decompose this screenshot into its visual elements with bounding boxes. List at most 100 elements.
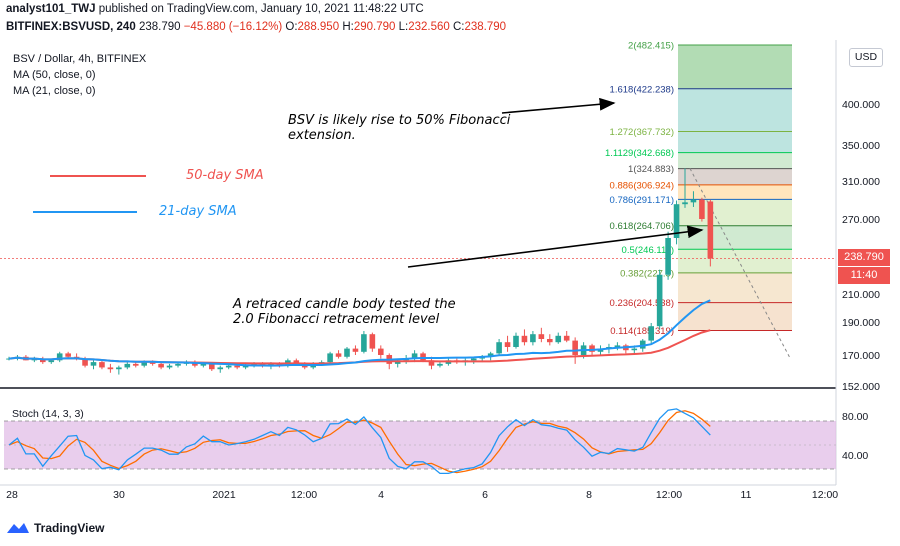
bar-countdown: 11:40 [838,267,890,284]
candle [682,168,688,208]
candle-body [707,201,714,259]
candle [707,199,714,267]
candle-body [40,358,46,363]
stoch-level-40: 40.00 [842,450,869,462]
candle-body [327,353,333,363]
candle-body [225,365,232,368]
high-value: 290.790 [353,21,396,33]
candle [538,327,545,343]
ma21-line [8,299,711,367]
candle [521,329,528,346]
fib-level-label: 1.618(422.238) [610,84,674,95]
fib-zone [678,302,792,331]
candle [437,362,443,368]
candle-body [158,363,164,368]
annotation-top-line1: BSV is likely rise to 50% Fibonacci [288,113,511,128]
author-name[interactable]: analyst101_TWJ [6,3,96,15]
price-label: 152.000 [842,381,880,393]
candle-body [209,363,215,370]
candle-body [614,345,621,347]
currency-button[interactable]: USD [849,48,883,67]
candle [673,200,680,245]
price-label: 210.000 [842,289,880,301]
candle-body [369,334,376,349]
candle [352,345,359,355]
candle-body [200,363,207,366]
candle [40,356,46,364]
candle [107,363,114,373]
candle [530,331,536,346]
time-label: 8 [586,489,592,501]
candle-body [99,362,105,368]
time-label: 12:00 [811,489,839,501]
candle-body [437,363,443,366]
tradingview-logo[interactable]: TradingView [6,521,104,535]
candle-body [344,348,350,357]
candle [327,351,333,364]
candle-body [149,362,156,364]
ma50-line [8,329,711,365]
candle-body [521,335,528,343]
candle-body [116,367,122,370]
candle [547,334,553,346]
candle [344,347,350,359]
fib-level-label: 1.272(367.732) [610,127,674,138]
fib-level-label: 0.886(306.924) [610,180,674,191]
fib-level-label: 0.236(204.538) [610,298,674,309]
ohlc-line: BITFINEX:BSVUSD, 240 238.790 −45.880 (−1… [6,21,506,33]
time-label: 11 [740,489,752,501]
candle-body [530,334,536,343]
candle-body [82,358,88,366]
candle [699,197,705,222]
fib-extension-tool: 2(482.415) 1.618(422.238) 1.272(367.732) 1.… [605,41,792,359]
ma50-legend[interactable]: MA (50, close, 0) [13,69,96,81]
candle-body [656,274,663,327]
fib-zone [678,249,792,273]
price-label: 170.000 [842,350,880,362]
candle-body [639,340,646,349]
candle-body [293,360,300,364]
candle-body [673,204,680,238]
open-label: O: [285,21,298,33]
annotation-bottom: A retraced candle body tested the 2.0 Fi… [233,297,456,327]
time-label: 4 [378,489,384,501]
candle [158,362,164,370]
candle [504,335,511,352]
candle-body [487,353,494,357]
ma21-legend[interactable]: MA (21, close, 0) [13,85,96,97]
annotation-bottom-line2: 2.0 Fibonacci retracement level [233,312,440,327]
price-label: 270.000 [842,214,880,226]
price-label: 400.000 [842,99,880,111]
candle-body [141,362,147,366]
candle-body [132,363,139,366]
fib-level-label: 1(324.883) [628,164,674,175]
annotation-top: BSV is likely rise to 50% Fibonacci exte… [288,113,510,143]
candle-body [65,353,71,357]
candle-body [48,360,55,363]
candle-body [513,335,519,347]
fib-level-label: 0.114(185.319) [610,326,674,337]
candles [6,168,714,375]
candle-body [589,345,595,352]
publish-text: published on TradingView.com, January 10… [98,3,424,15]
open-value: 288.950 [297,21,340,33]
last-price: 238.790 [138,21,181,33]
publish-info: analyst101_TWJ published on TradingView.… [6,3,424,15]
candle-body [563,335,570,341]
candle [124,362,131,370]
annotation-arrow-bottom [407,225,704,268]
stoch-legend[interactable]: Stoch (14, 3, 3) [12,408,84,420]
high-label: H: [342,21,354,33]
candle [496,339,502,355]
candle-body [352,348,359,352]
candle-body [496,342,502,354]
candle [369,332,376,352]
stoch-pane [4,408,836,475]
candle [690,191,697,207]
candle-body [124,363,131,368]
candle [217,365,224,373]
fib-zone [678,88,792,132]
tradingview-brand: TradingView [34,521,105,535]
fib-zone [678,168,792,185]
